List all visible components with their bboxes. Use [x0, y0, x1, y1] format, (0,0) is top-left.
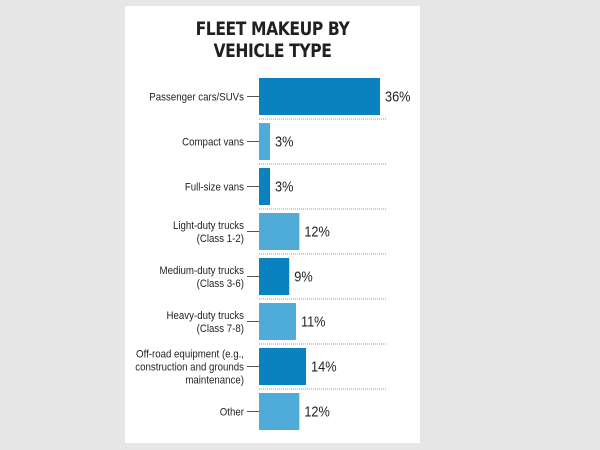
- category-label: (Class 1-2): [197, 234, 244, 246]
- category-label: (Class 3-6): [197, 279, 244, 291]
- chart-title: FLEET MAKEUP BY VEHICLE TYPE: [152, 18, 394, 62]
- bar: [259, 348, 307, 385]
- category-label: Compact vans: [182, 137, 244, 149]
- category-label: Heavy-duty trucks: [167, 311, 244, 323]
- bar-chart: Passenger cars/SUVs 36% Compact vans 3% Full…: [135, 78, 411, 430]
- category-label: (Class 7-8): [197, 324, 244, 336]
- category-label: Off-road equipment (e.g.,: [136, 349, 244, 361]
- value-label: 36%: [385, 87, 411, 104]
- category-label: Passenger cars/SUVs: [149, 92, 244, 104]
- bar: [259, 78, 380, 115]
- chart-title-line-2: VEHICLE TYPE: [213, 40, 332, 62]
- category-label: Full-size vans: [185, 182, 244, 194]
- value-label: 9%: [294, 267, 312, 284]
- value-label: 3%: [275, 132, 293, 149]
- bar: [259, 258, 290, 295]
- bar: [259, 393, 300, 430]
- category-label: construction and grounds: [135, 362, 244, 374]
- bar: [259, 168, 270, 205]
- category-label: maintenance): [185, 375, 244, 387]
- category-label: Other: [220, 407, 245, 419]
- value-label: 11%: [301, 312, 326, 329]
- value-label: 3%: [275, 177, 293, 194]
- bar: [259, 213, 300, 250]
- value-label: 14%: [311, 357, 337, 374]
- chart-title-line-1: FLEET MAKEUP BY: [195, 18, 350, 40]
- category-label: Medium-duty trucks: [160, 266, 244, 278]
- bar: [259, 303, 296, 340]
- category-label: Light-duty trucks: [173, 221, 244, 233]
- value-label: 12%: [304, 222, 330, 239]
- chart-card: FLEET MAKEUP BY VEHICLE TYPE Passenger c…: [125, 6, 420, 443]
- bar: [259, 123, 270, 160]
- value-label: 12%: [304, 402, 330, 419]
